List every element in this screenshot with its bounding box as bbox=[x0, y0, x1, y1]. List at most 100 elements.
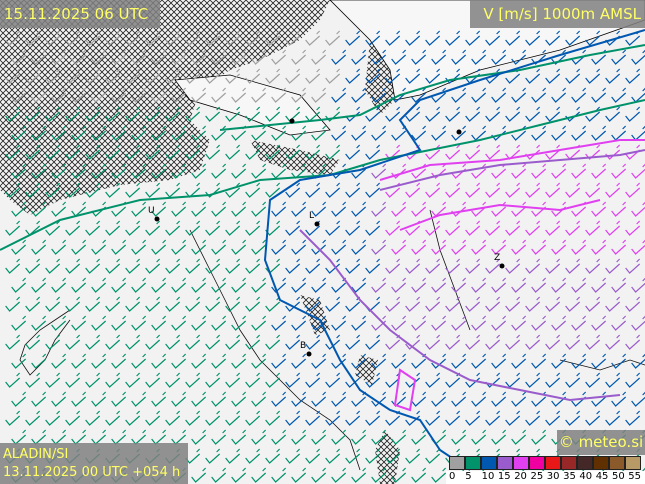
wind-barb bbox=[305, 334, 321, 350]
wind-barb bbox=[605, 296, 621, 312]
wind-barb bbox=[451, 87, 467, 103]
wind-barb bbox=[11, 49, 27, 65]
wind-barb bbox=[51, 201, 67, 217]
wind-barb bbox=[131, 201, 147, 217]
wind-barb bbox=[391, 201, 407, 217]
wind-barb bbox=[191, 315, 207, 331]
wind-barb bbox=[585, 144, 601, 160]
wind-barb bbox=[625, 296, 641, 312]
wind-barb bbox=[465, 182, 481, 198]
wind-barb bbox=[151, 163, 167, 179]
wind-barb bbox=[131, 429, 147, 445]
wind-barb bbox=[251, 87, 267, 103]
wind-barb bbox=[91, 239, 107, 255]
wind-barb bbox=[371, 49, 387, 65]
wind-barb bbox=[65, 334, 81, 350]
wind-barb bbox=[85, 68, 101, 84]
wind-barb bbox=[485, 144, 501, 160]
wind-barb bbox=[345, 220, 361, 236]
wind-barb bbox=[625, 258, 641, 274]
wind-barb bbox=[571, 353, 587, 369]
wind-barb bbox=[45, 30, 61, 46]
wind-barb bbox=[425, 106, 441, 122]
wind-barb bbox=[171, 277, 187, 293]
wind-barb bbox=[311, 353, 327, 369]
wind-barb bbox=[105, 258, 121, 274]
wind-barb bbox=[145, 372, 161, 388]
wind-barb bbox=[431, 315, 447, 331]
wind-barb bbox=[85, 296, 101, 312]
wind-barb bbox=[551, 163, 567, 179]
wind-barb bbox=[91, 125, 107, 141]
wind-barb bbox=[525, 372, 541, 388]
wind-barb bbox=[525, 68, 541, 84]
wind-barb bbox=[311, 467, 327, 483]
wind-barb bbox=[245, 410, 261, 426]
wind-barb bbox=[291, 277, 307, 293]
wind-barb bbox=[271, 239, 287, 255]
wind-barb bbox=[171, 315, 187, 331]
wind-barb bbox=[25, 182, 41, 198]
wind-barb bbox=[431, 239, 447, 255]
legend-swatch bbox=[465, 456, 481, 470]
wind-barb bbox=[485, 182, 501, 198]
wind-barb bbox=[405, 448, 421, 464]
wind-barb bbox=[65, 144, 81, 160]
wind-barb bbox=[191, 49, 207, 65]
wind-barb bbox=[31, 391, 47, 407]
wind-barb bbox=[311, 429, 327, 445]
wind-barb bbox=[265, 68, 281, 84]
wind-barb bbox=[311, 277, 327, 293]
wind-barb bbox=[351, 315, 367, 331]
wind-barb bbox=[285, 68, 301, 84]
wind-barb bbox=[331, 429, 347, 445]
wind-barb bbox=[465, 334, 481, 350]
wind-barb bbox=[265, 410, 281, 426]
wind-barb bbox=[551, 49, 567, 65]
wind-barb bbox=[231, 467, 247, 483]
wind-barb bbox=[445, 220, 461, 236]
wind-barb bbox=[385, 30, 401, 46]
contour-20 bbox=[379, 139, 645, 231]
wind-barb bbox=[625, 334, 641, 350]
wind-barb bbox=[451, 201, 467, 217]
wind-barb bbox=[405, 68, 421, 84]
wind-barb bbox=[285, 410, 301, 426]
wind-barb bbox=[471, 391, 487, 407]
wind-barb bbox=[245, 372, 261, 388]
wind-barb bbox=[105, 30, 121, 46]
wind-barb bbox=[111, 277, 127, 293]
wind-barb bbox=[271, 429, 287, 445]
wind-barb bbox=[391, 315, 407, 331]
wind-barb bbox=[225, 220, 241, 236]
wind-barb bbox=[585, 30, 601, 46]
wind-barb bbox=[225, 258, 241, 274]
wind-barb bbox=[545, 334, 561, 350]
wind-barb bbox=[65, 106, 81, 122]
coastlines-borders bbox=[19, 209, 645, 471]
wind-barb bbox=[225, 448, 241, 464]
wind-barb bbox=[125, 220, 141, 236]
wind-barb bbox=[231, 315, 247, 331]
wind-barb bbox=[125, 410, 141, 426]
wind-barb bbox=[565, 296, 581, 312]
legend-label: 40 bbox=[579, 471, 593, 482]
wind-barb bbox=[211, 239, 227, 255]
wind-barb bbox=[471, 163, 487, 179]
wind-barb bbox=[11, 201, 27, 217]
legend-swatch bbox=[481, 456, 497, 470]
wind-barb bbox=[371, 467, 387, 483]
wind-barb bbox=[191, 467, 207, 483]
wind-barb bbox=[525, 182, 541, 198]
terrain-masked-areas bbox=[0, 0, 400, 484]
wind-barb bbox=[211, 353, 227, 369]
wind-barb bbox=[125, 372, 141, 388]
wind-barb bbox=[545, 372, 561, 388]
wind-barb bbox=[325, 220, 341, 236]
wind-barb bbox=[231, 87, 247, 103]
wind-barb bbox=[185, 106, 201, 122]
legend-swatch bbox=[593, 456, 609, 470]
wind-barb bbox=[491, 429, 507, 445]
wind-barb bbox=[351, 201, 367, 217]
wind-barb bbox=[125, 258, 141, 274]
